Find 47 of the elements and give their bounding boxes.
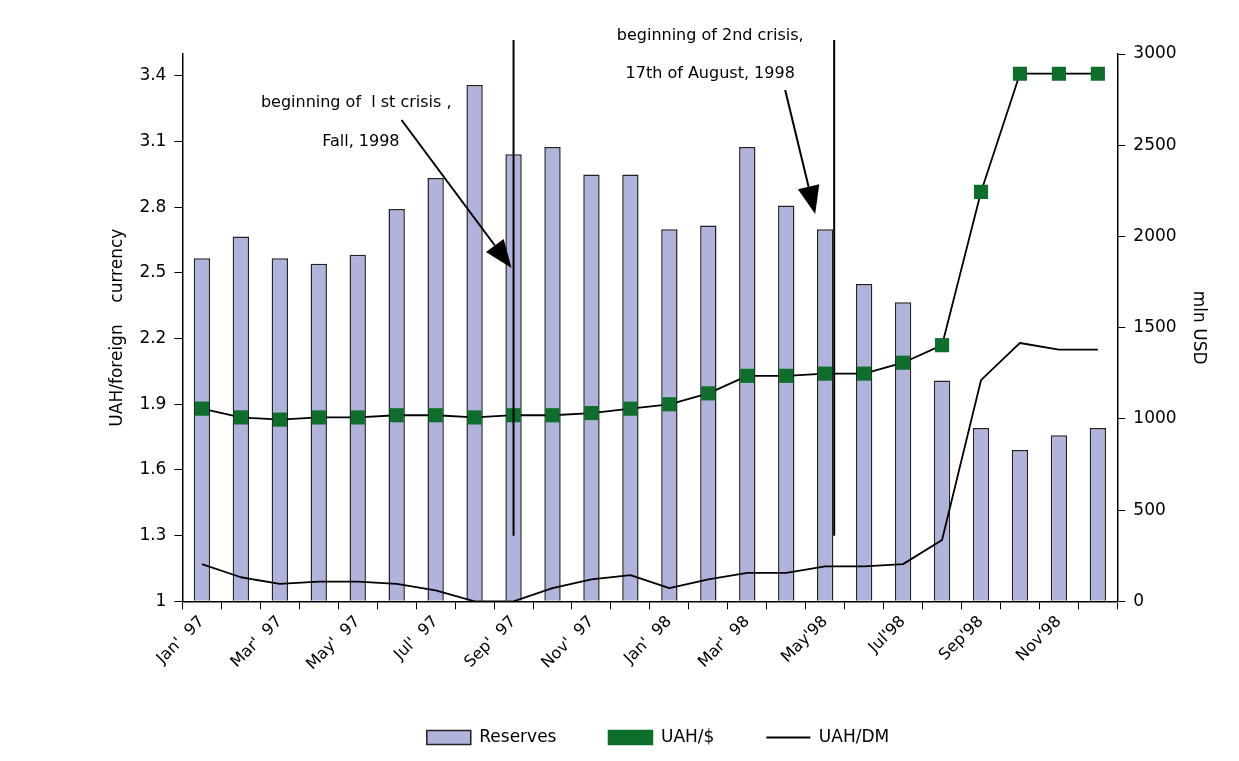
legend-label: UAH/$ — [660, 725, 715, 746]
x-tick-label: Jul' 97 — [388, 611, 442, 664]
y-tick-label: 3.4 — [139, 64, 167, 85]
point — [1012, 66, 1028, 81]
text: beginning of l st crisis , Fall, 1998 — [260, 92, 452, 151]
point — [350, 410, 365, 425]
point — [584, 405, 599, 421]
point — [818, 366, 833, 381]
legend-label: UAH/DM — [818, 725, 890, 746]
point — [1051, 66, 1066, 81]
y-tick-label: 3.1 — [139, 130, 167, 150]
y-tick-label: 1 — [155, 589, 167, 610]
ref-line-label: beginning of 2nd crisis, 17th of August, 1998 — [616, 25, 804, 83]
point — [779, 368, 794, 383]
y2-axis-title: mln USD — [1190, 290, 1211, 365]
point — [701, 386, 716, 401]
y-axis-title: UAH/foreign currency — [105, 228, 126, 427]
y2-tick-label: 0 — [1133, 589, 1145, 610]
point — [623, 401, 638, 416]
legend-label: Reserves — [479, 725, 557, 746]
y2-tick-label: 3000 — [1133, 42, 1177, 63]
y2-tick-label: 1000 — [1133, 407, 1177, 428]
point — [934, 338, 950, 353]
point — [467, 410, 482, 425]
y-tick-label: 2.8 — [139, 195, 167, 216]
point — [896, 355, 911, 370]
point — [740, 368, 755, 383]
y-tick-label: 1.6 — [139, 458, 167, 479]
point — [857, 366, 872, 381]
point — [311, 410, 326, 425]
y2-tick-label: 1500 — [1133, 316, 1177, 337]
point — [1090, 66, 1105, 81]
point — [194, 401, 209, 416]
point — [389, 408, 404, 423]
y2-tick-label: 2000 — [1133, 224, 1177, 245]
y-tick-label: 1.9 — [139, 392, 167, 413]
point — [662, 397, 677, 412]
y-tick-label: 1.3 — [139, 524, 167, 545]
point — [545, 408, 560, 423]
point — [272, 412, 287, 427]
y2-tick-label: 500 — [1133, 498, 1166, 519]
y-tick-label: 2.5 — [139, 261, 167, 282]
point — [428, 408, 443, 423]
point — [973, 184, 989, 199]
point — [233, 410, 248, 425]
y2-tick-label: 2500 — [1133, 133, 1177, 154]
y-tick-label: 2.2 — [139, 327, 167, 348]
